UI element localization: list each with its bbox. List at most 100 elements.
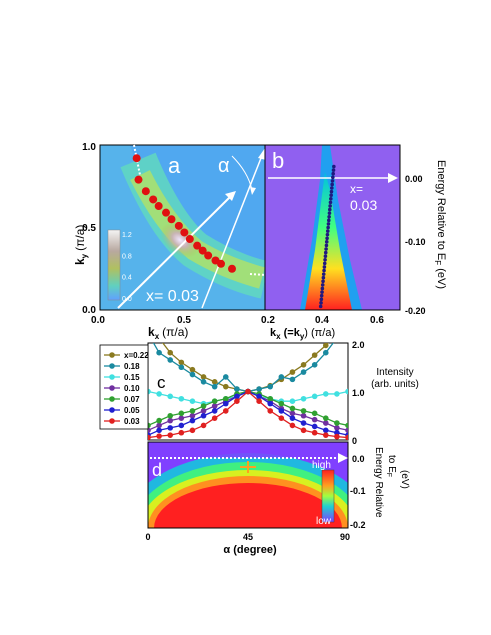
dispersion-point <box>330 182 334 187</box>
dispersion-point <box>329 193 333 198</box>
panel-d-xtick-0: 0 <box>145 532 150 542</box>
series-point <box>322 391 329 397</box>
panel-a-ytick-0: 0.0 <box>82 305 96 316</box>
series-point <box>345 422 348 429</box>
series-point <box>256 386 262 392</box>
series-point <box>200 379 207 385</box>
panel-a-cut-arrow-1-head <box>225 191 236 201</box>
series-point <box>200 412 207 419</box>
dispersion-point <box>330 186 334 190</box>
panel-c-legend-entries: x=0.22 0.18 0.15 0.10 0.07 0.05 0.03 <box>104 351 149 426</box>
panel-b-doping-label: x= <box>350 182 363 196</box>
panel-a-nodal-spot <box>160 222 200 258</box>
panel-a-ylabel: ky(π/a) <box>73 225 89 265</box>
series-point <box>167 432 174 438</box>
legend-marker <box>109 374 115 380</box>
panel-d-ylabel: Energy Relative <box>373 447 384 518</box>
series-point <box>211 398 218 405</box>
legend-marker <box>109 385 115 391</box>
series-point <box>289 369 296 375</box>
dispersion-point <box>319 293 324 298</box>
series-point <box>178 422 185 429</box>
legend-label: x=0.22 <box>124 351 149 360</box>
series-point <box>211 379 218 385</box>
series-point <box>178 395 185 402</box>
fermi-point <box>134 175 143 184</box>
fermi-point <box>162 208 170 217</box>
dispersion-point <box>326 225 330 230</box>
series-point <box>289 422 296 429</box>
panel-a-xtick-1: 0.5 <box>177 315 191 326</box>
panel-d-ylabel-2: to EF <box>385 455 397 477</box>
series-point <box>300 408 307 414</box>
dispersion-point <box>325 236 329 241</box>
dispersion-point <box>323 257 327 262</box>
legend-marker <box>109 396 115 402</box>
series-point <box>189 427 196 434</box>
panel-d-xtick-2: 90 <box>340 532 350 542</box>
panel-b-label: b <box>272 148 284 173</box>
dispersion-point <box>324 240 329 244</box>
series-point <box>289 415 296 421</box>
dispersion-point <box>323 254 328 258</box>
series-point <box>300 395 307 402</box>
series-point <box>222 408 229 414</box>
series-point <box>234 398 240 405</box>
dispersion-point <box>329 189 334 194</box>
panel-d-colorbar <box>321 469 335 523</box>
series-point <box>148 422 151 429</box>
panel-b-ytick-2: -0.20 <box>405 306 426 316</box>
series-point <box>189 366 196 373</box>
panel-a-angle-label: α <box>218 155 230 177</box>
dispersion-point <box>330 179 335 183</box>
fermi-point <box>198 246 207 255</box>
dispersion-point <box>328 207 332 212</box>
panel-d-ytick-1: -0.1 <box>350 486 366 496</box>
series-point <box>156 427 162 434</box>
series-point <box>311 393 318 400</box>
series-point <box>167 357 174 363</box>
panel-a-colorbar <box>107 229 121 301</box>
series-point <box>345 321 351 327</box>
panel-b-band-inner <box>305 172 352 310</box>
series-point <box>234 393 240 400</box>
series-point <box>322 420 329 426</box>
panel-a-doping-label: x= 0.03 <box>146 288 199 305</box>
series-point <box>322 415 329 421</box>
series-point <box>178 410 185 417</box>
series-point <box>167 417 174 424</box>
series-point <box>322 427 329 434</box>
panel-d-xlabel: α (degree) <box>223 544 277 556</box>
dispersion-point <box>322 261 327 266</box>
panel-d-node-marker <box>240 461 256 473</box>
dispersion-point <box>331 171 335 176</box>
series-point <box>200 403 207 409</box>
dispersion-point <box>326 218 331 223</box>
series-point <box>178 359 185 366</box>
dispersion-point <box>319 301 323 305</box>
panel-c-ylabel-2: (arb. units) <box>371 379 419 390</box>
panel-d-region-red <box>154 483 342 528</box>
dispersion-point <box>318 304 323 309</box>
series-point <box>289 410 296 417</box>
panel-a-fermi-points <box>132 154 236 273</box>
fermi-point <box>217 259 225 268</box>
panel-a-colorbar-tick: 1.2 <box>122 232 132 239</box>
panel-d-label: d <box>152 460 162 480</box>
series-point <box>334 429 340 436</box>
panel-d-ytick-0: 0.0 <box>352 454 365 464</box>
panel-a-fs-dotted-top <box>133 144 141 176</box>
dispersion-point <box>329 197 333 201</box>
dispersion-point <box>325 232 330 237</box>
series-point <box>300 362 307 368</box>
series-point <box>267 395 274 402</box>
panel-a-cut-arrow-2 <box>201 152 264 309</box>
series-point <box>334 420 340 426</box>
series-point <box>234 386 240 392</box>
series-point <box>334 425 340 431</box>
dispersion-point <box>332 164 336 169</box>
panel-d-ytick-2: -0.2 <box>350 520 366 530</box>
dispersion-point <box>319 297 324 302</box>
series-point <box>211 415 218 421</box>
series-point <box>278 415 285 421</box>
